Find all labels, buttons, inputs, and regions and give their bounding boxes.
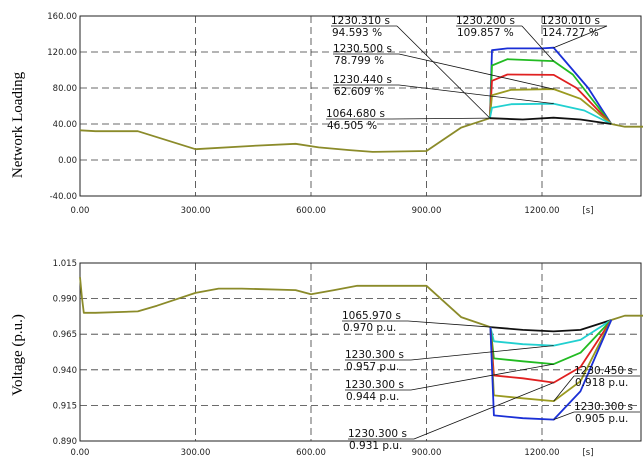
annotation-leader — [396, 25, 491, 119]
annotation-time: 1230.440 s — [333, 74, 392, 86]
x-tick-label: 900.00 — [412, 448, 442, 458]
annotation-value: 78.799 % — [334, 55, 384, 67]
series-line-blue — [489, 46, 613, 125]
x-tick-label: 300.00 — [181, 448, 211, 458]
plot-frame — [79, 262, 642, 442]
annotation-leader — [398, 53, 554, 90]
x-unit-label: [s] — [582, 206, 593, 216]
annotation-value: 124.727 % — [542, 27, 599, 39]
y-tick-label: 0.990 — [53, 295, 77, 305]
annotation-leader — [398, 84, 554, 105]
bottom-grid — [79, 262, 642, 442]
annotation-time: 1230.300 s — [345, 379, 404, 391]
series-line-black — [489, 116, 612, 125]
annotation-time: 1064.680 s — [326, 108, 385, 120]
bottom-series — [79, 277, 643, 421]
annotation-leader — [410, 363, 554, 391]
y-tick-label: 1.015 — [53, 259, 77, 269]
annotation-value: 0.944 p.u. — [346, 391, 399, 403]
annotation-leader — [407, 320, 491, 328]
annotation-value: 0.918 p.u. — [575, 377, 628, 389]
series-line-cyan — [489, 102, 612, 125]
annotation-leader — [553, 375, 575, 402]
annotation-value: 0.970 p.u. — [343, 322, 396, 334]
annotation-leader — [391, 117, 490, 120]
annotation-value: 0.931 p.u. — [349, 440, 402, 452]
series-line-base — [611, 123, 643, 128]
annotation-time: 1230.300 s — [348, 428, 407, 440]
y-tick-label: 0.00 — [58, 156, 77, 166]
annotation-value: 0.905 p.u. — [575, 413, 628, 425]
x-tick-label: 0.00 — [71, 206, 90, 216]
series-line-red — [489, 73, 612, 125]
bottom-annotations: 1065.970 s0.970 p.u.1230.300 s0.957 p.u.… — [342, 310, 640, 452]
annotation-time: 1065.970 s — [342, 310, 401, 322]
x-tick-label: 1200.00 — [524, 206, 559, 216]
y-tick-label: 160.00 — [47, 12, 77, 22]
annotation-value: 0.957 p.u. — [346, 361, 399, 373]
annotation-leader — [553, 25, 608, 49]
y-tick-label: 0.965 — [53, 330, 77, 340]
annotation-leader — [553, 411, 575, 421]
bottom-y-axis-label: Voltage (p.u.) — [10, 314, 26, 396]
annotation-value: 62.609 % — [334, 86, 384, 98]
x-unit-label: [s] — [582, 448, 593, 458]
network-loading-plot: 160.00 120.00 80.00 40.00 0.00 -40.00 0.00 300.… — [47, 12, 643, 216]
top-y-axis-label: Network Loading — [10, 71, 26, 178]
top-series — [79, 46, 643, 153]
x-tick-label: 900.00 — [412, 206, 442, 216]
annotation-time: 1230.500 s — [333, 43, 392, 55]
annotation-time: 1230.010 s — [541, 15, 600, 27]
series-line-olive — [489, 88, 612, 125]
annotation-leader — [521, 25, 554, 62]
series-line-green — [489, 58, 613, 125]
series-line-blue — [489, 319, 613, 421]
y-tick-label: 0.890 — [53, 437, 77, 447]
y-tick-label: 80.00 — [53, 84, 77, 94]
series-line-black — [490, 319, 612, 333]
x-tick-label: 600.00 — [296, 206, 326, 216]
annotation-time: 1230.200 s — [456, 15, 515, 27]
x-tick-label: 1200.00 — [524, 448, 559, 458]
top-ticks: 160.00 120.00 80.00 40.00 0.00 -40.00 0.00 300.… — [47, 12, 593, 216]
annotation-value: 94.593 % — [332, 27, 382, 39]
x-tick-label: 300.00 — [181, 206, 211, 216]
annotation-time: 1230.450 s — [574, 365, 633, 377]
series-line-base — [79, 277, 491, 328]
annotation-time: 1230.300 s — [345, 349, 404, 361]
plot-frame — [79, 15, 642, 197]
annotation-value: 46.505 % — [327, 120, 377, 132]
y-tick-label: 0.940 — [53, 366, 77, 376]
series-line-cyan — [489, 319, 612, 347]
y-tick-label: 40.00 — [53, 120, 77, 130]
series-line-base — [79, 117, 491, 153]
y-tick-label: 120.00 — [47, 48, 77, 58]
y-tick-label: 0.915 — [53, 401, 77, 411]
annotation-time: 1230.310 s — [331, 15, 390, 27]
annotation-leader — [410, 345, 554, 361]
y-tick-label: -40.00 — [50, 192, 77, 202]
series-line-green — [489, 319, 612, 366]
annotation-leader — [413, 382, 554, 440]
annotation-time: 1230.300 s — [574, 401, 633, 413]
x-tick-label: 0.00 — [71, 448, 90, 458]
x-tick-label: 600.00 — [296, 448, 326, 458]
annotation-value: 109.857 % — [457, 27, 514, 39]
series-line-base — [611, 314, 643, 321]
